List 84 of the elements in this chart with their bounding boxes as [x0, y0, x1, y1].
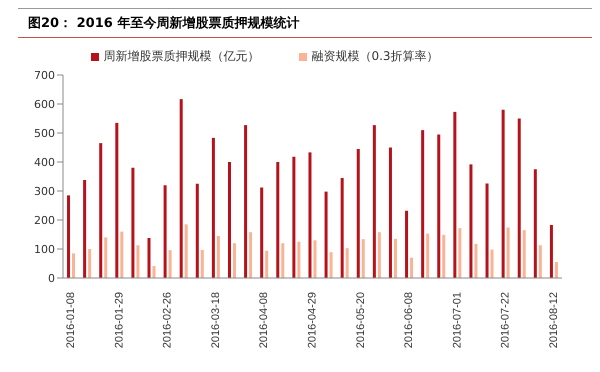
bar: [362, 239, 365, 278]
bar: [104, 237, 108, 278]
bar: [522, 230, 526, 278]
bar: [346, 248, 349, 278]
bar: [212, 138, 215, 278]
x-tick-label: 2016-06-08: [403, 292, 416, 348]
bar: [120, 232, 124, 278]
y-tick-label: 400: [34, 156, 55, 169]
x-tick-label: 2016-03-18: [210, 292, 222, 348]
bar: [136, 245, 140, 278]
bar: [550, 224, 553, 278]
bar: [88, 249, 92, 278]
y-tick-label: 300: [34, 184, 55, 198]
bar: [421, 130, 424, 278]
bar: [388, 148, 392, 278]
bar: [216, 236, 220, 278]
bar: [180, 99, 183, 278]
y-tick-label: 100: [34, 242, 55, 256]
bar: [260, 188, 264, 278]
bar: [196, 184, 199, 278]
bar: [554, 262, 558, 278]
bar: [458, 228, 462, 278]
bar: [276, 162, 280, 278]
bar: [490, 250, 494, 278]
bar: [249, 232, 252, 278]
bar: [184, 224, 188, 278]
bar: [340, 178, 344, 278]
bar: [502, 110, 505, 278]
bar: [72, 253, 76, 278]
x-tick-label: 2016-01-08: [65, 292, 78, 348]
bar: [99, 143, 102, 278]
bar: [534, 169, 537, 278]
x-tick-label: 2016-02-26: [162, 292, 174, 348]
x-tick-label: 2016-05-20: [354, 292, 367, 348]
bar: [410, 258, 414, 278]
bar: [308, 152, 312, 278]
bar: [297, 242, 300, 278]
bar: [200, 250, 204, 278]
y-tick-label: 500: [34, 126, 55, 140]
bar: [538, 245, 542, 278]
bar: [330, 252, 333, 278]
x-tick-label: 2016-04-29: [306, 292, 318, 348]
bar: [453, 112, 456, 278]
x-tick-label: 2016-04-08: [258, 292, 270, 348]
bar: [83, 180, 86, 278]
legend-label: 周新增股票质押规模（亿元）: [103, 49, 260, 63]
legend-label: 融资规模（0.3折算率）: [311, 49, 439, 63]
y-tick-label: 200: [34, 214, 55, 227]
bar: [228, 162, 231, 278]
bar: [405, 210, 408, 278]
bar: [67, 195, 70, 278]
bar: [324, 192, 328, 278]
x-tick-label: 2016-01-29: [113, 292, 126, 348]
x-tick-label: 2016-08-12: [548, 292, 560, 348]
bar: [474, 244, 478, 278]
bar: [394, 238, 397, 278]
bar: [356, 148, 360, 278]
bar: [506, 228, 510, 278]
bar: [426, 234, 430, 278]
bar: [148, 238, 151, 278]
bar: [281, 243, 284, 278]
bar: [131, 168, 134, 278]
chart-title: 图20： 2016 年至今周新增股票质押规模统计: [18, 8, 592, 38]
bar: [115, 122, 118, 278]
y-tick-label: 700: [34, 68, 55, 82]
bar: [372, 125, 376, 278]
bar: [232, 243, 236, 278]
x-tick-label: 2016-07-22: [500, 292, 512, 348]
bar: [265, 250, 268, 278]
bar: [442, 234, 446, 278]
bar: [486, 183, 489, 278]
bar: [164, 185, 167, 278]
bar: [469, 164, 472, 278]
bar: [518, 118, 521, 278]
y-tick-label: 0: [48, 272, 55, 285]
bar: [313, 240, 316, 278]
x-tick-label: 2016-07-01: [451, 292, 464, 348]
bar: [168, 250, 172, 278]
y-tick-label: 600: [34, 98, 55, 111]
bar: [378, 232, 381, 278]
bar: [437, 134, 440, 278]
bar: [152, 266, 156, 278]
bar: [292, 156, 296, 278]
bar: [244, 125, 248, 278]
